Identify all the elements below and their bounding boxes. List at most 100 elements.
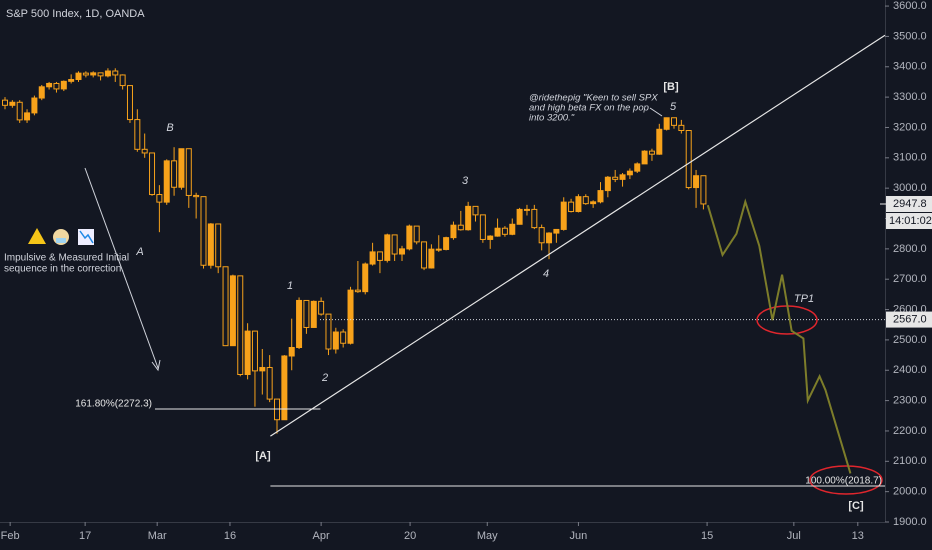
- candle-body: [531, 208, 538, 229]
- candle-body: [553, 228, 560, 234]
- candle-body: [16, 101, 23, 121]
- candle-body: [215, 223, 222, 268]
- candle-body: [259, 367, 266, 372]
- candle-body: [472, 205, 479, 216]
- trendline: [270, 34, 886, 437]
- candle-body: [119, 74, 126, 87]
- candle-body: [487, 235, 494, 240]
- arrow-head: [151, 359, 161, 372]
- candle-body: [126, 85, 133, 121]
- candle-body: [31, 97, 38, 114]
- candle-body: [288, 346, 295, 357]
- candle-body: [163, 160, 170, 203]
- candle-body: [141, 148, 148, 154]
- wave-label: [A]: [255, 450, 271, 462]
- candle-body: [325, 313, 332, 350]
- caption-line: Impulsive & Measured Initial: [4, 253, 129, 264]
- candle-body: [626, 170, 633, 176]
- candle-body: [421, 241, 428, 269]
- candle-body: [82, 72, 89, 76]
- candle-body: [678, 124, 685, 132]
- candle-body: [46, 82, 53, 88]
- candle-body: [318, 300, 325, 315]
- candle-body: [303, 299, 310, 328]
- y-tick-label: 2500.0: [893, 334, 927, 346]
- candle-body: [112, 70, 119, 76]
- candle-body: [369, 251, 376, 265]
- x-tick-label: 15: [701, 530, 713, 542]
- candle-body: [693, 175, 700, 189]
- candle-body: [641, 150, 648, 165]
- candle-body: [582, 196, 589, 205]
- candle-body: [663, 117, 670, 130]
- candle-body: [590, 201, 597, 205]
- target-circle: [809, 465, 883, 495]
- candle-body: [310, 300, 317, 328]
- y-tick-label: 2200.0: [893, 425, 927, 437]
- candle-body: [568, 201, 575, 213]
- y-tick-label: 2000.0: [893, 486, 927, 498]
- candle-body: [193, 194, 200, 198]
- candle-body: [465, 205, 472, 231]
- y-tick-label: 2100.0: [893, 455, 927, 467]
- level-tag: [886, 311, 932, 328]
- x-tick-label: 17: [79, 530, 91, 542]
- note-line: and high beta FX on the pop: [529, 103, 649, 114]
- x-tick-label: Mar: [148, 530, 167, 542]
- candle-body: [398, 248, 405, 255]
- wave-label: [B]: [663, 81, 679, 93]
- x-tick-label: Jul: [787, 530, 801, 542]
- countdown-text: 14:01:02: [889, 215, 932, 227]
- x-tick-label: 20: [404, 530, 416, 542]
- candle-body: [251, 330, 258, 372]
- candle-body: [200, 196, 207, 266]
- candle-body: [494, 227, 501, 237]
- y-tick-label: 3100.0: [893, 152, 927, 164]
- candle-body: [9, 101, 16, 106]
- candle-body: [634, 163, 641, 172]
- x-tick-label: Apr: [313, 530, 330, 542]
- y-tick-label: 2400.0: [893, 364, 927, 376]
- mask: [56, 238, 66, 243]
- candle-body: [68, 79, 75, 82]
- wave-label: 3: [462, 175, 469, 187]
- wave-label: 1: [287, 280, 293, 292]
- wave-label: TP1: [794, 293, 814, 305]
- candle-body: [479, 214, 486, 240]
- candle-body: [685, 130, 692, 189]
- candle-body: [134, 119, 141, 150]
- candle-body: [560, 201, 567, 230]
- candle-body: [354, 289, 361, 293]
- note-line: @ridethepig "Keen to sell SPX: [529, 93, 658, 104]
- candle-body: [604, 176, 611, 192]
- note-arrow: [649, 107, 663, 117]
- fib-label: 100.00%(2018.7): [805, 476, 882, 487]
- candle-body: [244, 330, 251, 376]
- candle-body: [104, 70, 111, 77]
- countdown-tag: [886, 213, 932, 230]
- wave-label: A: [135, 246, 143, 258]
- x-tick-label: 13: [852, 530, 864, 542]
- y-tick-label: 2300.0: [893, 395, 927, 407]
- candle-body: [75, 72, 82, 81]
- candle-body: [619, 174, 626, 180]
- wave-label: [C]: [848, 500, 864, 512]
- candle-body: [538, 227, 545, 244]
- chart-icon-line: [79, 230, 94, 244]
- note-line: into 3200.": [529, 113, 575, 124]
- x-tick-label: Jun: [570, 530, 588, 542]
- candle-body: [509, 223, 516, 235]
- candle-body: [229, 275, 236, 347]
- x-tick-label: May: [477, 530, 498, 542]
- candle-body: [207, 223, 214, 266]
- y-tick-label: 3300.0: [893, 91, 927, 103]
- candle-body: [185, 148, 192, 196]
- candle-body: [516, 208, 523, 225]
- candle-body: [60, 80, 67, 90]
- candle-body: [648, 150, 655, 155]
- candle-body: [171, 160, 178, 188]
- y-tick-label: 3600.0: [893, 0, 927, 12]
- price-tag: [886, 196, 932, 213]
- arrow: [84, 167, 159, 369]
